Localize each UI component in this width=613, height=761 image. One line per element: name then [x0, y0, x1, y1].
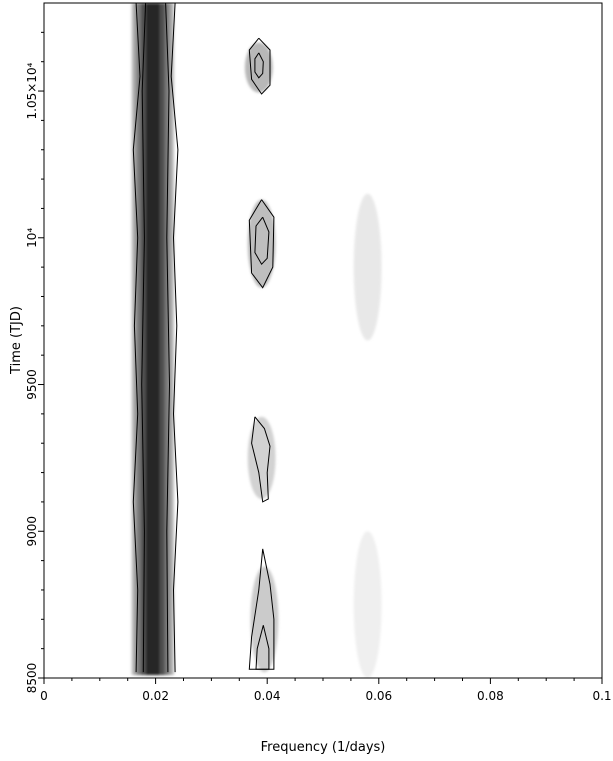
contour-ridge-outer [170, 3, 179, 673]
x-tick-label: 0 [40, 689, 48, 703]
x-axis-label: Frequency (1/days) [261, 740, 386, 755]
feature-faint-streak [353, 193, 382, 341]
contour-blob-D-inner [255, 625, 270, 670]
feature-harmonic-blob-C [247, 416, 276, 499]
x-tick-label: 0.04 [254, 689, 281, 703]
y-tick-label: 9500 [25, 369, 39, 400]
y-axis-label: Time (TJD) [9, 306, 24, 375]
contour-blob-A-inner [254, 52, 264, 79]
contour-ridge-inner [141, 3, 147, 673]
ridge-level [145, 3, 160, 676]
contour-lines [132, 3, 275, 673]
contour-ridge-outer [132, 3, 141, 673]
y-tick-label: 8500 [25, 663, 39, 694]
feature-harmonic-blob-B [247, 199, 276, 288]
plot-frame [43, 2, 603, 679]
y-axis: 8500 9000 9500 10⁴ 1.05×10⁴ [25, 31, 44, 694]
y-tick-label: 1.05×10⁴ [25, 62, 39, 119]
contour-blob-B-inner [254, 216, 270, 266]
contour-blob-B-outer [248, 199, 275, 289]
contour-ridge-inner [165, 3, 171, 673]
y-tick-label: 10⁴ [25, 228, 39, 248]
x-tick-label: 0.08 [477, 689, 504, 703]
x-tick-label: 0.1 [592, 689, 611, 703]
feature-faint-streak [353, 531, 382, 678]
y-tick-label: 9000 [25, 516, 39, 547]
x-tick-label: 0.02 [142, 689, 169, 703]
heatmap [131, 3, 382, 678]
x-axis: 0 0.02 0.04 0.06 0.08 0.1 [40, 678, 612, 703]
ridge-band [131, 3, 175, 676]
x-tick-label: 0.06 [365, 689, 392, 703]
contour-blob-C [251, 416, 271, 503]
contour-blob-A-outer [248, 37, 271, 95]
